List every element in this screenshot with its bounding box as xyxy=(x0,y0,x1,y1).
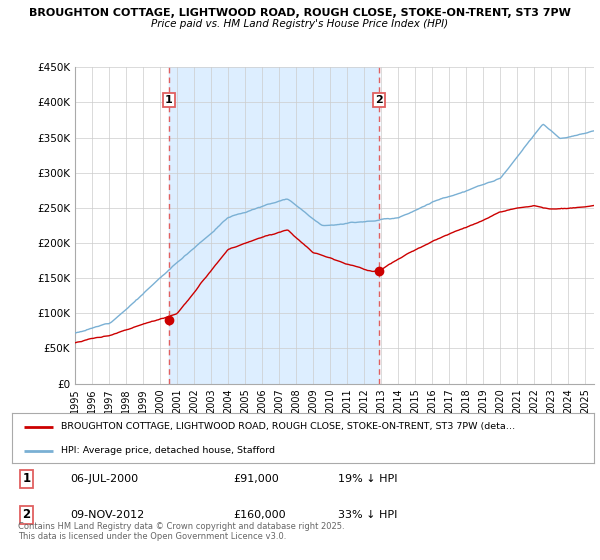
Text: 2: 2 xyxy=(22,508,31,521)
Text: 19% ↓ HPI: 19% ↓ HPI xyxy=(338,474,397,484)
Text: BROUGHTON COTTAGE, LIGHTWOOD ROAD, ROUGH CLOSE, STOKE-ON-TRENT, ST3 7PW: BROUGHTON COTTAGE, LIGHTWOOD ROAD, ROUGH… xyxy=(29,8,571,18)
Text: 1: 1 xyxy=(165,95,173,105)
Text: 1: 1 xyxy=(22,472,31,486)
Text: Price paid vs. HM Land Registry's House Price Index (HPI): Price paid vs. HM Land Registry's House … xyxy=(151,19,449,29)
Text: £160,000: £160,000 xyxy=(233,510,286,520)
Text: 06-JUL-2000: 06-JUL-2000 xyxy=(70,474,139,484)
Text: HPI: Average price, detached house, Stafford: HPI: Average price, detached house, Staf… xyxy=(61,446,275,455)
Text: Contains HM Land Registry data © Crown copyright and database right 2025.
This d: Contains HM Land Registry data © Crown c… xyxy=(18,522,344,542)
Bar xyxy=(169,67,379,384)
Text: 2: 2 xyxy=(375,95,383,105)
Text: 09-NOV-2012: 09-NOV-2012 xyxy=(70,510,145,520)
Text: £91,000: £91,000 xyxy=(233,474,279,484)
Text: BROUGHTON COTTAGE, LIGHTWOOD ROAD, ROUGH CLOSE, STOKE-ON-TRENT, ST3 7PW (deta…: BROUGHTON COTTAGE, LIGHTWOOD ROAD, ROUGH… xyxy=(61,422,516,432)
Text: 33% ↓ HPI: 33% ↓ HPI xyxy=(338,510,397,520)
